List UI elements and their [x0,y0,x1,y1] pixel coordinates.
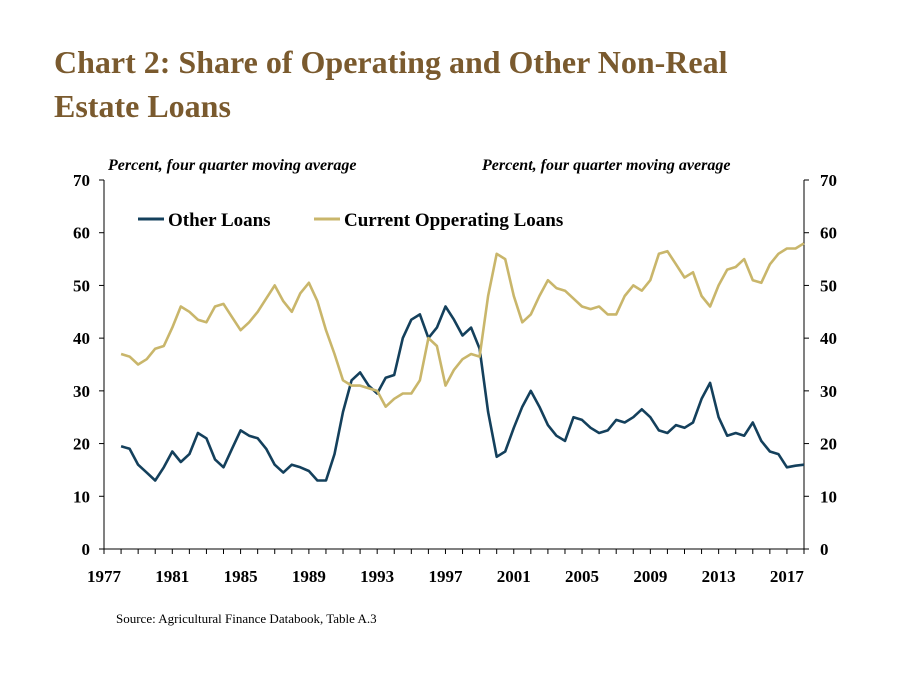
right-y-tick-label: 40 [820,329,837,348]
chart-title-line1: Chart 2: Share of Operating and Other No… [54,44,728,80]
x-tick-label: 1997 [428,567,463,586]
x-tick-label: 1985 [224,567,258,586]
legend-label-other: Other Loans [168,210,271,231]
operating-loans-line [120,242,805,408]
left-y-tick-label: 70 [73,171,90,190]
x-tick-label: 2001 [497,567,531,586]
x-tick-label: 1981 [155,567,189,586]
right-y-tick-label: 50 [820,276,837,295]
legend-label-operating: Current Opperating Loans [344,210,563,231]
x-tick-label: 1977 [87,567,122,586]
left-y-tick-label: 0 [82,540,91,559]
other-loans-line [120,305,805,482]
x-tick-label: 2009 [633,567,667,586]
x-tick-label: 2005 [565,567,599,586]
chart-title-line2: Estate Loans [54,88,231,124]
source-note: Source: Agricultural Finance Databook, T… [116,611,377,626]
right-y-tick-label: 70 [820,171,837,190]
left-y-tick-label: 30 [73,382,90,401]
left-y-tick-label: 20 [73,435,90,454]
left-y-tick-label: 60 [73,224,90,243]
x-tick-label: 1989 [292,567,326,586]
right-y-tick-label: 0 [820,540,829,559]
right-y-tick-label: 60 [820,224,837,243]
x-tick-label: 2017 [770,567,805,586]
right-y-tick-label: 20 [820,435,837,454]
right-axis-unit: Percent, four quarter moving average [482,157,731,174]
x-tick-label: 2013 [702,567,736,586]
left-y-tick-label: 50 [73,276,90,295]
left-y-tick-label: 10 [73,487,90,506]
right-y-tick-label: 30 [820,382,837,401]
x-tick-label: 1993 [360,567,394,586]
right-y-tick-label: 10 [820,487,837,506]
left-y-tick-label: 40 [73,329,90,348]
left-axis-unit: Percent, four quarter moving average [108,157,357,174]
chart-title: Chart 2: Share of Operating and Other No… [54,40,854,128]
